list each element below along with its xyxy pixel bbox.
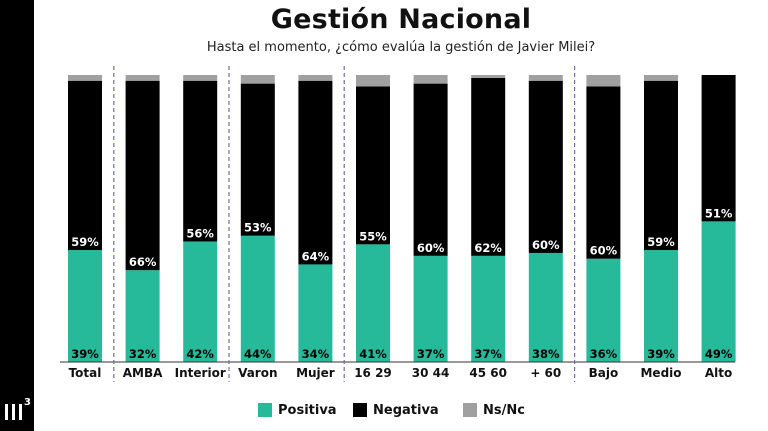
data-label-negativa-60: 60% [532,238,560,252]
category-label-bajo: Bajo [589,366,619,380]
bar-positiva-medio [644,250,678,362]
bar-positiva-amba [125,270,160,362]
category-label-alto: Alto [705,366,732,380]
data-label-negativa-alto: 51% [705,206,733,220]
legend-item-negativa: Negativa [353,400,439,420]
data-label-negativa-varon: 53% [244,221,272,235]
bars-logo-icon: 3 [5,397,31,420]
data-label-negativa-mujer: 64% [302,249,330,263]
category-label-16-29: 16 29 [354,366,392,380]
data-label-negativa-45-60: 62% [474,241,502,255]
data-label-positiva-alto: 49% [705,347,733,361]
bar-negativa-amba [125,80,160,271]
category-label-total: Total [69,366,102,380]
data-label-negativa-16-29: 55% [359,229,387,243]
data-label-positiva-amba: 32% [129,347,157,361]
bar-nsnc-mujer [298,75,333,81]
stacked-bar-chart: 39% 59% Total 32% 66% AMBA 42% 56% Interior 44% 53… [60,66,736,382]
bar-positiva-alto [701,221,736,362]
bar-nsnc-total [68,75,102,81]
bar-negativa-varon [240,83,275,236]
bar-negativa-16-29 [356,86,390,245]
left-brand-strip: 3 [0,0,34,431]
bar-positiva-mujer [298,264,333,362]
bar-negativa-mujer [298,80,333,265]
category-label-30-44: 30 44 [412,366,450,380]
bar-nsnc-varon [240,75,275,84]
bar-nsnc-16-29 [356,75,390,87]
chart-subtitle: Hasta el momento, ¿cómo evalúa la gestió… [206,40,596,55]
data-label-positiva-45-60: 37% [474,347,502,361]
bar-nsnc-amba [125,75,160,81]
bar-nsnc-bajo [586,75,621,87]
bar-positiva-30-44 [413,255,448,362]
data-label-negativa-interior: 56% [186,226,214,240]
data-label-positiva-bajo: 36% [590,347,618,361]
bar-negativa-60 [528,80,563,253]
category-label-45-60: 45 60 [469,366,507,380]
category-label-varon: Varon [238,366,277,380]
data-label-positiva-interior: 42% [186,347,214,361]
data-label-negativa-bajo: 60% [590,244,618,258]
legend-label-nsnc: Ns/Nc [483,402,525,418]
bar-nsnc-interior [183,75,218,81]
bar-negativa-bajo [586,86,621,259]
data-label-positiva-total: 39% [71,347,99,361]
chart-title: Gestión Nacional [270,4,532,35]
bar-nsnc-30-44 [413,75,448,84]
bar-negativa-alto [701,75,736,222]
legend-swatch-nsnc [463,403,477,417]
bar-positiva-total [68,250,102,362]
category-label-60: + 60 [530,366,561,380]
category-label-mujer: Mujer [296,366,335,380]
legend: Positiva Negativa Ns/Nc [0,400,768,420]
bar-positiva-45-60 [471,255,506,362]
bar-positiva-varon [240,235,275,362]
bar-nsnc-60 [528,75,563,81]
bar-negativa-30-44 [413,83,448,256]
bar-positiva-interior [183,241,218,362]
data-label-positiva-60: 38% [532,347,560,361]
legend-swatch-positiva [258,403,272,417]
bar-positiva-16-29 [356,244,390,362]
bar-nsnc-45-60 [471,75,506,78]
legend-label-positiva: Positiva [278,402,337,418]
data-label-negativa-30-44: 60% [417,241,445,255]
category-label-amba: AMBA [123,366,163,380]
data-label-negativa-amba: 66% [129,255,157,269]
legend-swatch-negativa [353,403,367,417]
legend-item-nsnc: Ns/Nc [463,400,525,420]
bar-negativa-medio [644,80,678,251]
data-label-negativa-medio: 59% [647,235,675,249]
data-label-positiva-varon: 44% [244,347,272,361]
legend-item-positiva: Positiva [258,400,337,420]
bar-positiva-60 [528,252,563,362]
brand-logo: 3 [3,394,33,424]
bar-negativa-45-60 [471,77,506,256]
category-label-medio: Medio [640,366,681,380]
bar-positiva-bajo [586,258,621,362]
bar-negativa-interior [183,80,218,242]
data-label-negativa-total: 59% [71,235,99,249]
data-label-positiva-16-29: 41% [359,347,387,361]
bar-nsnc-medio [644,75,678,81]
logo-superscript: 3 [24,397,31,408]
data-label-positiva-mujer: 34% [302,347,330,361]
data-label-positiva-30-44: 37% [417,347,445,361]
legend-label-negativa: Negativa [373,402,439,418]
category-label-interior: Interior [175,366,226,380]
data-label-positiva-medio: 39% [647,347,675,361]
bar-negativa-total [68,80,102,251]
